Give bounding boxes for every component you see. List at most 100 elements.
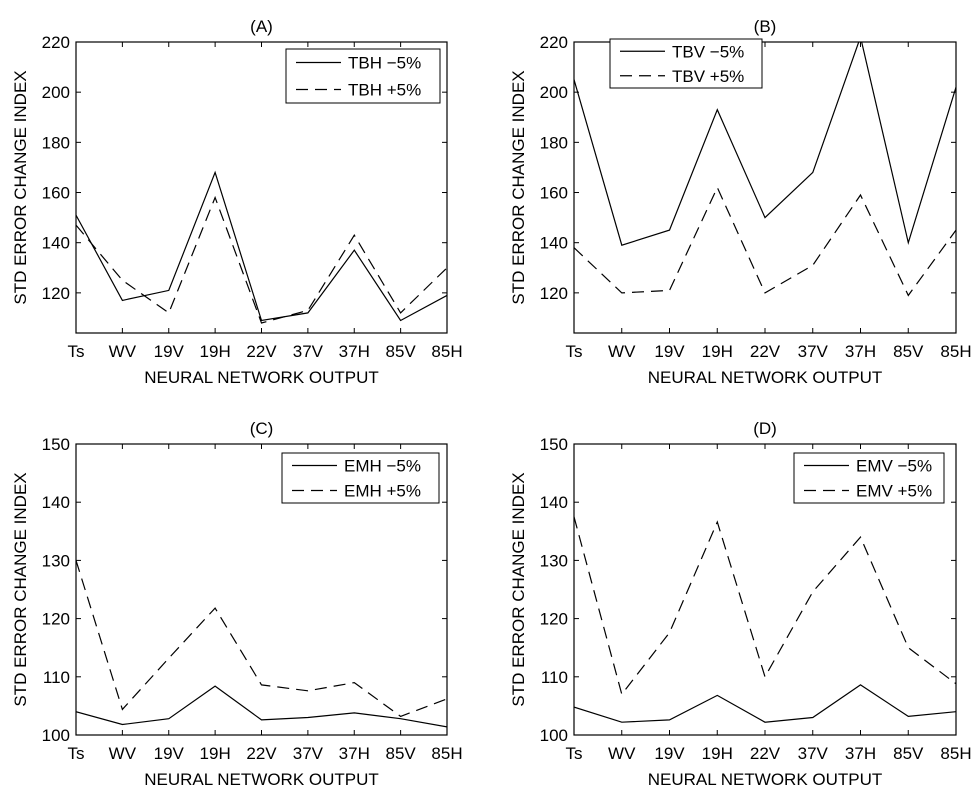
- chart-d-ytick-label: 140: [540, 493, 568, 512]
- chart-c-series-plus-5: [76, 560, 447, 718]
- chart-c-xtick-label: 22V: [246, 744, 277, 763]
- chart-a-series-minus-5: [76, 170, 447, 322]
- chart-d: (D) 100 110 120 130 140 150 Ts WV 19V 19H 22V 37V 37H…: [509, 419, 972, 786]
- chart-b-title: (B): [754, 17, 777, 36]
- chart-b-xtick-label: 85V: [893, 342, 924, 361]
- chart-a-ytick-label: 180: [42, 133, 70, 152]
- chart-a-xtick-label: 85H: [431, 342, 462, 361]
- chart-a-legend-label: TBH +5%: [348, 81, 421, 100]
- chart-a-x-axis-label: NEURAL NETWORK OUTPUT: [144, 368, 379, 387]
- chart-b-plot-area: [573, 41, 957, 334]
- chart-a-y-axis-label: STD ERROR CHANGE INDEX: [11, 70, 30, 304]
- chart-b-xtick-label: Ts: [566, 342, 583, 361]
- chart-a-ytick-label: 140: [42, 234, 70, 253]
- chart-a-ytick-label: 220: [42, 33, 70, 52]
- chart-b-xtick-label: WV: [608, 342, 636, 361]
- chart-c-ytick-label: 110: [43, 668, 70, 687]
- chart-d-xtick-label: 37H: [845, 744, 876, 763]
- chart-d-xtick-label: 19V: [654, 744, 685, 763]
- chart-d-title: (D): [753, 419, 777, 438]
- chart-c-xtick-label: 85H: [431, 744, 462, 763]
- chart-c-xtick-label: 37V: [293, 744, 324, 763]
- chart-a-xtick-label: 37V: [293, 342, 324, 361]
- chart-b: (B) 120 140 160 180 200 220 Ts WV 19V 19H 22V 37V 37H…: [509, 17, 972, 387]
- chart-c-series-minus-5: [76, 685, 447, 728]
- chart-a-ytick-label: 160: [42, 184, 70, 203]
- chart-b-legend: TBV −5% TBV +5%: [609, 38, 763, 89]
- chart-b-ytick-label: 120: [540, 284, 568, 303]
- chart-d-series-plus-5: [574, 516, 956, 696]
- chart-d-ytick-label: 150: [540, 435, 568, 454]
- chart-b-series-minus-5: [574, 42, 956, 246]
- chart-c-ytick-label: 130: [42, 551, 70, 570]
- chart-d-xtick-label: 37V: [798, 744, 829, 763]
- chart-d-xtick-label: Ts: [566, 744, 583, 763]
- chart-d-x-axis-label: NEURAL NETWORK OUTPUT: [648, 770, 883, 786]
- chart-a-xtick-label: Ts: [68, 342, 85, 361]
- chart-a-legend-label: TBH −5%: [348, 54, 421, 73]
- chart-d-xtick-label: 19H: [702, 744, 733, 763]
- chart-b-ytick-label: 140: [540, 234, 568, 253]
- chart-d-ytick-label: 100: [540, 726, 568, 745]
- chart-c-x-axis-label: NEURAL NETWORK OUTPUT: [144, 770, 379, 786]
- chart-a-legend: TBH −5% TBH +5%: [285, 48, 441, 104]
- chart-c-ytick-label: 100: [42, 726, 70, 745]
- chart-d-legend: EMV −5% EMV +5%: [793, 452, 945, 504]
- chart-a-ytick-label: 200: [42, 83, 70, 102]
- chart-b-legend-label: TBV +5%: [672, 67, 744, 86]
- chart-d-ytick-label: 120: [540, 610, 568, 629]
- chart-d-ytick-label: 110: [541, 668, 568, 687]
- chart-c-xtick-label: 85V: [386, 744, 417, 763]
- chart-a-series-plus-5: [76, 195, 447, 324]
- chart-b-legend-label: TBV −5%: [672, 42, 744, 61]
- chart-a-title: (A): [250, 17, 273, 36]
- chart-b-ytick-label: 220: [540, 33, 568, 52]
- chart-c-legend-label: EMH −5%: [344, 457, 421, 476]
- chart-c: (C) 100 110 120 130 140 150 Ts WV 19V 19H 22V 37V 37H…: [11, 419, 463, 786]
- chart-c-ytick-label: 140: [42, 493, 70, 512]
- chart-b-ytick-label: 200: [540, 83, 568, 102]
- chart-d-legend-box: [793, 452, 945, 504]
- chart-d-xtick-label: 22V: [750, 744, 781, 763]
- chart-b-xtick-label: 22V: [750, 342, 781, 361]
- chart-d-y-axis-label: STD ERROR CHANGE INDEX: [509, 472, 528, 706]
- chart-c-xtick-label: WV: [109, 744, 137, 763]
- chart-c-ytick-label: 150: [42, 435, 70, 454]
- chart-b-legend-box: [609, 38, 763, 89]
- chart-c-xtick-label: 19H: [200, 744, 231, 763]
- chart-a-xtick-label: 19H: [200, 342, 231, 361]
- chart-a: (A) 120 140 160 180 200 220 Ts WV 19V 19H 22V 37V 37H…: [11, 17, 463, 387]
- chart-d-xtick-label: 85H: [940, 744, 971, 763]
- chart-d-ytick-label: 130: [540, 551, 568, 570]
- chart-d-legend-label: EMV +5%: [856, 482, 932, 501]
- chart-c-xtick-label: 19V: [154, 744, 185, 763]
- chart-c-y-axis-label: STD ERROR CHANGE INDEX: [11, 472, 30, 706]
- chart-c-legend-box: [281, 452, 440, 504]
- chart-c-title: (C): [250, 419, 274, 438]
- chart-c-legend: EMH −5% EMH +5%: [281, 452, 440, 504]
- chart-c-legend-label: EMH +5%: [344, 482, 421, 501]
- chart-b-xtick-label: 37V: [798, 342, 829, 361]
- chart-b-series-plus-5: [574, 186, 956, 297]
- chart-d-xtick-label: 85V: [893, 744, 924, 763]
- chart-b-xtick-label: 37H: [845, 342, 876, 361]
- chart-d-legend-label: EMV −5%: [856, 457, 932, 476]
- chart-d-series-minus-5: [574, 684, 956, 723]
- chart-b-xtick-label: 19H: [702, 342, 733, 361]
- chart-a-xtick-label: WV: [109, 342, 137, 361]
- chart-a-ytick-label: 120: [42, 284, 70, 303]
- chart-a-legend-box: [285, 48, 441, 104]
- chart-c-xtick-label: 37H: [339, 744, 370, 763]
- chart-c-ytick-label: 120: [42, 610, 70, 629]
- chart-a-xtick-label: 22V: [246, 342, 277, 361]
- chart-b-x-axis-label: NEURAL NETWORK OUTPUT: [648, 368, 883, 387]
- chart-a-xtick-label: 37H: [339, 342, 370, 361]
- chart-a-xtick-label: 85V: [386, 342, 417, 361]
- chart-a-xtick-label: 19V: [154, 342, 185, 361]
- chart-b-xtick-label: 85H: [940, 342, 971, 361]
- chart-c-xtick-label: Ts: [68, 744, 85, 763]
- chart-b-xtick-label: 19V: [654, 342, 685, 361]
- chart-b-ytick-label: 180: [540, 133, 568, 152]
- chart-b-y-axis-label: STD ERROR CHANGE INDEX: [509, 70, 528, 304]
- chart-b-ytick-label: 160: [540, 184, 568, 203]
